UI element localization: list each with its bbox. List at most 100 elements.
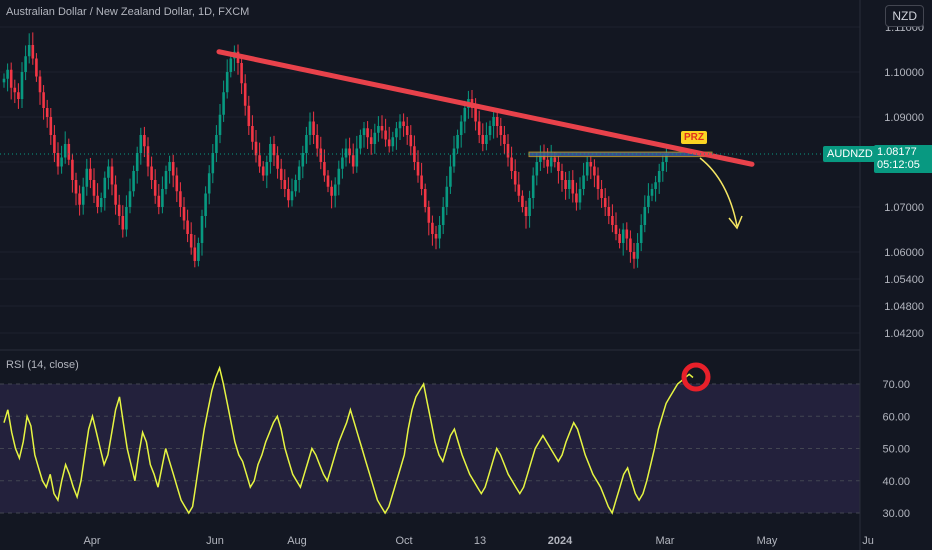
candle-body	[611, 216, 614, 225]
rsi-band	[0, 384, 860, 513]
candle-body	[564, 180, 567, 189]
chart-title: Australian Dollar / New Zealand Dollar, …	[6, 6, 250, 18]
candle-body	[607, 207, 611, 216]
currency-button[interactable]: NZD	[885, 5, 924, 27]
candle-body	[269, 144, 272, 162]
candle-body	[510, 157, 513, 171]
candle-body	[31, 45, 35, 59]
candle-body	[665, 153, 668, 162]
candle-body	[643, 207, 647, 225]
candle-body	[474, 108, 477, 122]
candle-body	[639, 225, 643, 243]
symbol-tag: AUDNZD	[823, 146, 877, 162]
candle-body	[596, 175, 600, 189]
candle-body	[60, 157, 63, 167]
candle-body	[625, 229, 629, 239]
candle-body	[326, 175, 330, 187]
candle-body	[355, 148, 359, 167]
grid	[0, 26, 860, 334]
price-tick-label: 1.10000	[884, 67, 924, 79]
candle-body	[377, 126, 380, 133]
candle-body	[344, 148, 348, 158]
candle-body	[27, 45, 31, 57]
candle-body	[553, 157, 557, 162]
candle-body	[380, 126, 384, 131]
candle-body	[567, 180, 571, 189]
candle-body	[56, 153, 60, 167]
candle-body	[319, 148, 323, 162]
candle-body	[539, 155, 542, 162]
candle-body	[53, 135, 56, 153]
candle-body	[323, 162, 326, 176]
candle-body	[276, 155, 279, 169]
candle-body	[146, 146, 150, 167]
candle-body	[531, 175, 535, 198]
candle-body	[186, 220, 189, 234]
candle-body	[6, 69, 9, 79]
candle-body	[114, 184, 117, 205]
candle-body	[193, 247, 197, 261]
candle-body	[207, 173, 211, 194]
candle-body	[42, 92, 45, 108]
candle-body	[251, 126, 254, 142]
rsi-tick-label: 60.00	[882, 411, 910, 423]
rsi-tick-label: 70.00	[882, 379, 910, 391]
candle-body	[247, 105, 251, 126]
candle-body	[308, 121, 312, 135]
candle-body	[35, 58, 38, 77]
rsi-axis: 70.00 60.00 50.00 40.00 30.00	[882, 379, 910, 520]
candle-body	[139, 135, 143, 153]
candle-body	[459, 121, 463, 135]
candle-body	[287, 189, 290, 201]
candle-body	[168, 162, 171, 171]
candle-body	[405, 126, 409, 135]
candle-body	[117, 204, 121, 216]
price-tick-label: 1.09000	[884, 112, 924, 124]
candle-body	[179, 191, 182, 207]
candle-body	[391, 137, 395, 147]
price-tick-label: 1.06000	[884, 247, 924, 259]
time-tick-label: 13	[474, 535, 486, 547]
candle-body	[125, 207, 128, 230]
candle-body	[254, 141, 258, 156]
candle-body	[103, 177, 107, 198]
candle-body	[387, 139, 391, 147]
candle-body	[506, 144, 510, 158]
time-tick-label: Mar	[656, 535, 675, 547]
candle-body	[85, 168, 89, 187]
candle-body	[337, 168, 341, 185]
candle-body	[63, 144, 67, 158]
candle-body	[38, 76, 42, 93]
candle-body	[589, 162, 593, 167]
time-axis: Apr Jun Aug Oct 13 2024 Mar May Ju	[83, 535, 873, 547]
candle-body	[449, 166, 452, 187]
candle-body	[463, 108, 467, 122]
candle-body	[222, 92, 225, 115]
candle-body	[618, 234, 621, 243]
candle-body	[438, 225, 441, 239]
rsi-line	[3, 365, 694, 515]
candle-body	[161, 189, 164, 207]
candle-body	[128, 191, 132, 207]
candle-body	[413, 146, 416, 162]
candle-body	[272, 144, 276, 156]
candle-body	[67, 144, 71, 160]
candle-body	[582, 175, 585, 189]
rsi-label: RSI (14, close)	[6, 359, 79, 371]
candle-body	[362, 128, 366, 135]
candle-body	[629, 238, 632, 252]
candle-body	[305, 135, 308, 153]
price-axis: 1.110001.100001.090001.080001.070001.060…	[884, 22, 924, 340]
candle-body	[215, 135, 218, 153]
candle-body	[89, 168, 92, 180]
candle-body	[333, 184, 337, 196]
candle-body	[369, 137, 373, 144]
rsi-overbought-circle	[681, 362, 711, 392]
candle-body	[279, 168, 283, 180]
candle-body	[78, 193, 81, 205]
projection-arrow	[699, 157, 738, 227]
candle-body	[524, 207, 528, 216]
candle-body	[499, 126, 503, 135]
price-tick-label: 1.04800	[884, 301, 924, 313]
prz-label: PRZ	[681, 131, 707, 144]
